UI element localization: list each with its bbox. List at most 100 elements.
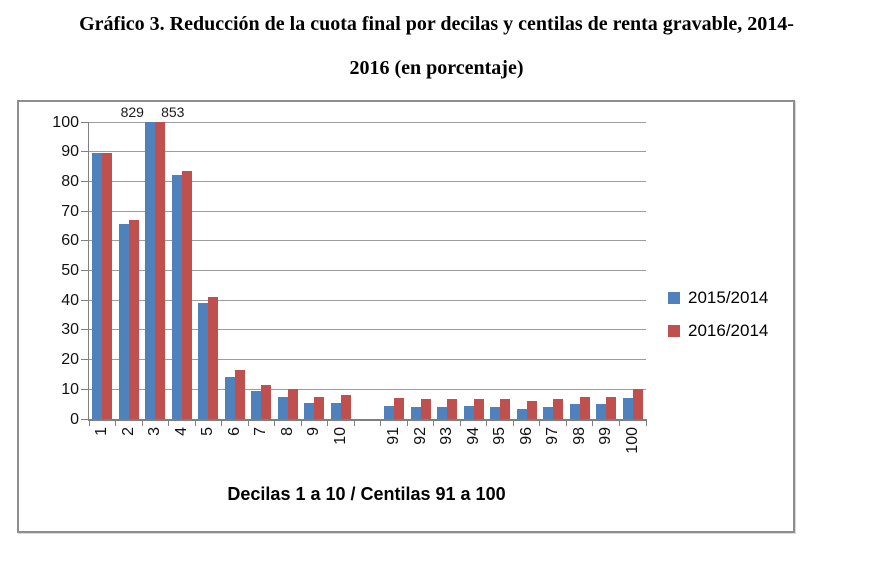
- x-tick-label-95: 95: [491, 427, 509, 445]
- bar-group-91: [381, 122, 408, 419]
- bar-group-1: [89, 122, 116, 419]
- y-axis-tick: [81, 210, 89, 212]
- y-axis-tick: [81, 388, 89, 390]
- y-tick-label-90: 90: [61, 143, 79, 161]
- x-tick-label-2: 2: [119, 427, 137, 436]
- bar-s1-c3: [155, 122, 166, 419]
- plot-area: 0 10 20 30 40 50 60 70 80 90 100 1 2 3 4 5 6 7 8 9 10 91 92 93 9…: [52, 104, 647, 454]
- x-axis-tick: [645, 419, 647, 426]
- bar-group-7: [248, 122, 275, 419]
- bar-s1-c96: [526, 401, 537, 419]
- bar-s1-c91: [394, 398, 404, 419]
- x-axis-tick: [512, 419, 514, 426]
- x-tick-label-9: 9: [305, 427, 323, 436]
- x-axis-tick: [433, 419, 435, 426]
- bar-group-99: [593, 122, 620, 419]
- x-axis-tick: [486, 419, 488, 426]
- bar-s0-c7: [251, 390, 262, 419]
- y-tick-label-70: 70: [61, 202, 79, 220]
- y-axis-tick: [81, 121, 89, 123]
- x-axis-tick: [618, 419, 620, 426]
- bar-group-2: [116, 122, 143, 419]
- x-tick-label-8: 8: [278, 427, 296, 436]
- x-axis-tick: [194, 419, 196, 426]
- data-label-853: 853: [161, 104, 185, 120]
- x-axis-title: Decilas 1 a 10 / Centilas 91 a 100: [227, 484, 506, 504]
- bar-s1-c94: [473, 398, 484, 419]
- data-label-829: 829: [120, 104, 144, 120]
- bar-s0-c100: [622, 398, 633, 419]
- bar-group-96: [513, 122, 540, 419]
- bar-s1-c1: [102, 153, 113, 419]
- bar-s0-c1: [92, 153, 103, 419]
- x-axis-tick: [565, 419, 567, 426]
- bar-s0-c92: [410, 407, 421, 419]
- legend-item-2015-2014: 2015/2014: [668, 288, 769, 307]
- legend-swatch-blue-icon: [668, 291, 680, 304]
- x-tick-label-99: 99: [597, 427, 615, 445]
- y-tick-label-10: 10: [61, 380, 79, 398]
- x-tick-label-97: 97: [544, 427, 562, 445]
- bar-group-10: [328, 122, 355, 419]
- bar-s0-c4: [171, 175, 182, 419]
- bar-s1-c4: [181, 171, 192, 419]
- x-axis-tick: [247, 419, 249, 426]
- bar-group-98: [566, 122, 593, 419]
- x-tick-label-96: 96: [517, 427, 535, 445]
- x-axis-tick: [168, 419, 170, 426]
- y-tick-label-50: 50: [61, 262, 79, 279]
- x-tick-label-5: 5: [199, 427, 217, 436]
- x-axis-tick: [300, 419, 302, 426]
- x-axis-tick: [380, 419, 382, 426]
- y-axis-tick: [81, 359, 89, 361]
- bar-s1-c93: [447, 399, 458, 419]
- gridline-60: [89, 240, 646, 242]
- x-tick-label-100: 100: [623, 427, 641, 454]
- bar-s1-c98: [579, 396, 590, 419]
- x-tick-label-92: 92: [411, 427, 429, 445]
- bar-s0-c99: [596, 404, 607, 419]
- x-axis-tick: [459, 419, 461, 426]
- y-tick-label-40: 40: [61, 291, 79, 309]
- x-tick-label-91: 91: [385, 427, 403, 445]
- gridline-20: [89, 359, 646, 361]
- x-axis-tick: [221, 419, 223, 426]
- legend-label-2015-2014: 2015/2014: [688, 288, 769, 307]
- bar-s0-c8: [277, 396, 288, 419]
- y-tick-label-30: 30: [61, 321, 79, 339]
- x-axis-tick: [141, 419, 143, 426]
- bar-s1-c8: [287, 389, 298, 419]
- x-tick-label-6: 6: [225, 427, 243, 436]
- chart-frame: 0 10 20 30 40 50 60 70 80 90 100 1 2 3 4 5 6 7 8 9 10 91 92 93 9…: [17, 100, 795, 533]
- x-axis-tick: [327, 419, 329, 426]
- x-axis-tick: [88, 419, 90, 426]
- gridline-30: [89, 329, 646, 331]
- x-axis-tick: [539, 419, 541, 426]
- bar-s0-c94: [463, 406, 474, 419]
- y-tick-label-60: 60: [61, 232, 79, 250]
- x-axis-tick: [406, 419, 408, 426]
- y-axis-tick: [81, 329, 89, 331]
- bar-s1-c5: [208, 297, 219, 419]
- x-tick-label-4: 4: [172, 427, 190, 436]
- bar-s1-c99: [606, 396, 617, 419]
- x-axis-tick: [115, 419, 117, 426]
- bar-group-3: [142, 122, 169, 419]
- x-tick-label-93: 93: [438, 427, 456, 445]
- bar-s0-c2: [118, 224, 129, 419]
- bar-s1-c10: [340, 395, 351, 419]
- x-axis-tick: [274, 419, 276, 426]
- legend-item-2016-2014: 2016/2014: [668, 321, 769, 340]
- gridline-80: [89, 180, 646, 182]
- x-tick-label-94: 94: [464, 427, 482, 445]
- x-tick-label-98: 98: [570, 427, 588, 445]
- gridline-50: [89, 270, 646, 271]
- bar-s0-c97: [543, 407, 554, 419]
- legend-swatch-red-icon: [668, 324, 680, 337]
- y-tick-label-100: 100: [52, 113, 79, 131]
- legend-label-2016-2014: 2016/2014: [688, 321, 769, 340]
- bar-s0-c10: [330, 402, 341, 419]
- y-axis-tick: [81, 299, 89, 301]
- bar-s1-c95: [500, 398, 511, 419]
- y-tick-label-80: 80: [61, 172, 79, 190]
